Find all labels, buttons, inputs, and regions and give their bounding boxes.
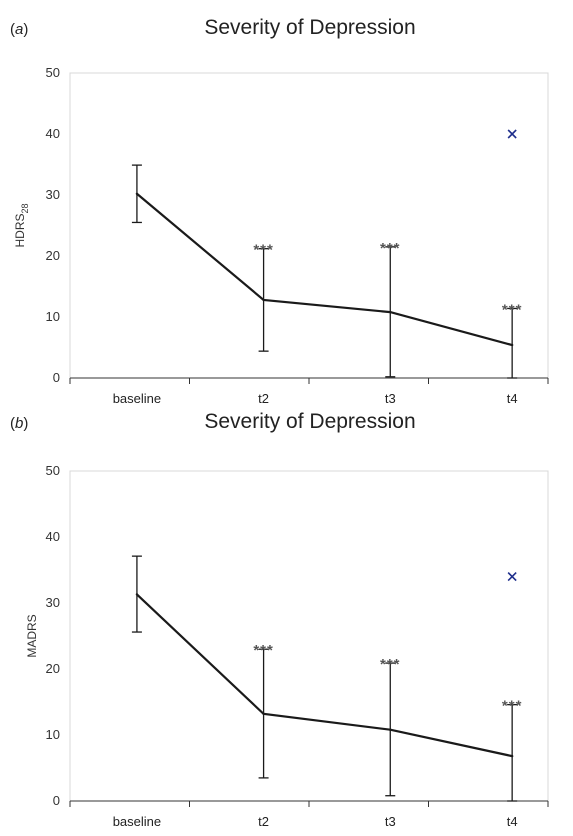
y-tick-label: 10: [46, 727, 60, 742]
significance-marker: ***: [502, 301, 523, 318]
chart-panel-b: (b) Severity of Depression 0 10 20 30 40 50 base…: [10, 410, 549, 829]
x-tick-label: baseline: [113, 814, 161, 829]
outlier-stroke: [507, 572, 517, 582]
significance-marker: ***: [380, 240, 401, 257]
data-point: [135, 593, 139, 596]
y-tick-label: 0: [53, 793, 60, 808]
outlier-stroke: [507, 129, 517, 139]
x-tick-label: t2: [258, 814, 269, 829]
y-tick-label: 0: [53, 370, 60, 385]
y-tick-label: 20: [46, 248, 60, 263]
series-line: [136, 593, 513, 758]
error-bar: [507, 307, 518, 379]
outlier-marker: [507, 129, 517, 139]
chart-panel-a: (a) Severity of Depression 0 10 20 30 40 50 base…: [10, 16, 549, 406]
data-point: [389, 728, 392, 731]
significance-marker: ***: [380, 656, 401, 673]
data-point: [262, 298, 265, 302]
x-tick-label: baseline: [113, 391, 161, 406]
panel-label: (a): [10, 21, 28, 38]
x-tick-label: t4: [507, 391, 518, 406]
data-point: [389, 310, 392, 314]
x-tick-label: t2: [258, 391, 269, 406]
panel-label: (b): [10, 415, 28, 432]
data-point: [262, 712, 265, 716]
y-tick-label: 10: [46, 309, 60, 324]
y-tick-label: 30: [46, 187, 60, 202]
significance-marker: ***: [253, 642, 274, 659]
y-axis-label: HDRS28: [13, 203, 30, 247]
y-tick-label: 30: [46, 595, 60, 610]
x-tick-label: t3: [385, 814, 396, 829]
error-bar: [507, 703, 518, 802]
plot-area: [69, 470, 549, 802]
y-tick-label: 50: [46, 463, 60, 478]
chart-title: Severity of Depression: [204, 16, 415, 39]
series-line: [136, 192, 513, 347]
y-axis-label: MADRS: [25, 614, 39, 657]
data-point: [510, 343, 514, 347]
significance-marker: ***: [253, 242, 274, 259]
outlier-marker: [507, 572, 517, 582]
y-tick-label: 50: [46, 65, 60, 80]
y-tick-label: 40: [46, 126, 60, 141]
x-tick-label: t3: [385, 391, 396, 406]
plot-area: [69, 72, 549, 379]
y-tick-label: 20: [46, 661, 60, 676]
x-tick-label: t4: [507, 814, 518, 829]
data-point: [135, 192, 139, 195]
y-tick-label: 40: [46, 529, 60, 544]
data-point: [510, 754, 514, 758]
chart-title: Severity of Depression: [204, 410, 415, 433]
significance-marker: ***: [502, 698, 523, 715]
